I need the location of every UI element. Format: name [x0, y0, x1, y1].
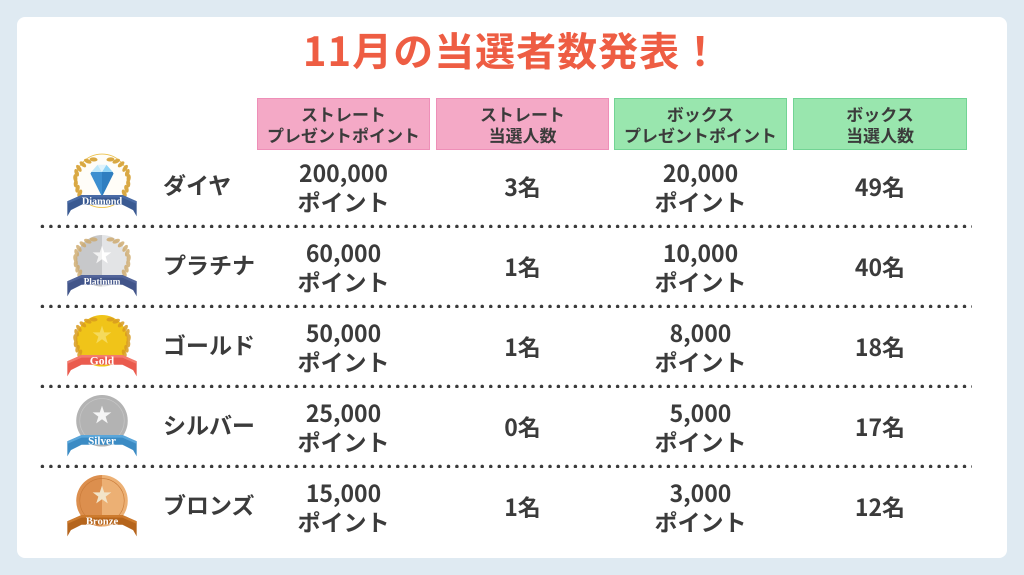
svg-text:Platinum: Platinum [84, 277, 121, 287]
svg-text:Gold: Gold [90, 355, 115, 367]
svg-text:Diamond: Diamond [82, 196, 123, 207]
svg-text:Silver: Silver [88, 435, 116, 447]
svg-text:Bronze: Bronze [86, 516, 119, 527]
